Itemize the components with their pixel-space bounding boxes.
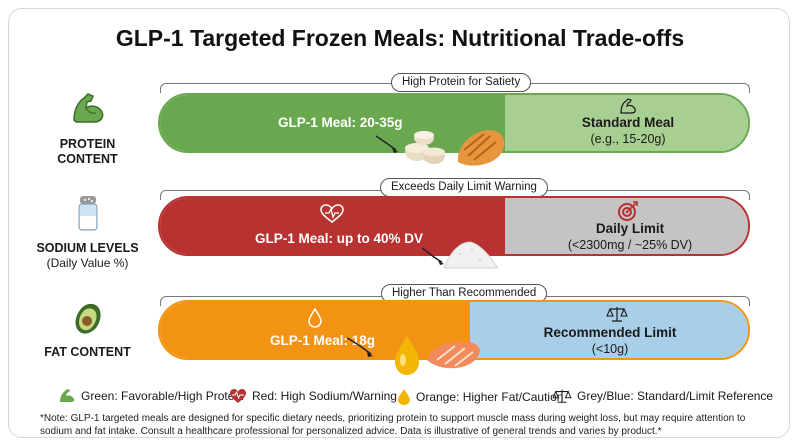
- daily-limit-text: Daily Limit (<2300mg / ~25% DV): [545, 220, 715, 253]
- legend-label: Red: High Sodium/Warning: [252, 389, 397, 403]
- standard-meal-title: Standard Meal: [581, 115, 675, 130]
- glp1-value: GLP-1 Meal: up to 40% DV: [255, 231, 424, 246]
- standard-meal-text: Standard Meal (e.g., 15-20g): [548, 114, 708, 147]
- heart-pulse-icon: [320, 204, 344, 229]
- legend-item: Red: High Sodium/Warning: [229, 388, 397, 404]
- legend-item: Grey/Blue: Standard/Limit Reference: [552, 388, 773, 404]
- row-label-sodium: SODIUM LEVELS (Daily Value %): [25, 192, 150, 271]
- salt-shaker-icon: [25, 192, 150, 237]
- row-subtitle: (Daily Value %): [46, 256, 129, 270]
- glp1-segment: [160, 302, 470, 358]
- recommended-limit-text: Recommended Limit (<10g): [525, 324, 695, 357]
- row-label-protein: PROTEIN CONTENT: [25, 88, 150, 167]
- recommended-limit-sub: (<10g): [591, 342, 629, 356]
- row-title: PROTEIN CONTENT: [57, 137, 118, 166]
- callout-pill: Exceeds Daily Limit Warning: [380, 178, 548, 197]
- row-title: FAT CONTENT: [44, 345, 131, 359]
- glp1-value: GLP-1 Meal: 18g: [270, 333, 376, 348]
- avocado-icon: [25, 300, 150, 341]
- callout-pill: Higher Than Recommended: [381, 284, 548, 303]
- drop-outline-icon: [308, 307, 322, 333]
- daily-limit-title: Daily Limit: [595, 221, 665, 236]
- legend-item: Green: Favorable/High Protein: [58, 388, 244, 404]
- legend-label: Grey/Blue: Standard/Limit Reference: [577, 389, 774, 403]
- legend-item: Orange: Higher Fat/Caution: [397, 388, 563, 406]
- muscle-icon: [60, 389, 75, 402]
- page-title: GLP-1 Targeted Frozen Meals: Nutritional…: [115, 25, 685, 51]
- glp1-value: GLP-1 Meal: 20-35g: [278, 115, 403, 130]
- legend: Green: Favorable/High Protein Red: High …: [0, 388, 800, 406]
- flexed-arm-icon: [25, 88, 150, 133]
- legend-label: Green: Favorable/High Protein: [81, 389, 244, 403]
- glp1-segment: [160, 95, 505, 151]
- row-title: SODIUM LEVELS: [36, 241, 139, 255]
- recommended-limit-title: Recommended Limit: [543, 325, 677, 340]
- standard-segment: [505, 95, 748, 151]
- scale-icon: [552, 389, 572, 403]
- oil-drop-icon: [398, 389, 410, 405]
- target-icon: [617, 200, 639, 227]
- footnote: *Note: GLP-1 targeted meals are designed…: [40, 413, 746, 437]
- row-label-fat: FAT CONTENT: [25, 300, 150, 360]
- protein-food-illustration: [372, 122, 532, 177]
- legend-label: Orange: Higher Fat/Caution: [416, 390, 564, 404]
- oil-salmon-illustration: [345, 330, 495, 383]
- protein-bar: GLP-1 Meal: 20-35g Standard Meal (e.g., …: [158, 93, 750, 153]
- muscle-outline-icon: [618, 97, 638, 120]
- scale-outline-icon: [606, 305, 628, 328]
- callout-pill: High Protein for Satiety: [391, 73, 532, 92]
- daily-limit-sub: (<2300mg / ~25% DV): [567, 238, 693, 252]
- heart-warning-icon: [230, 389, 246, 403]
- standard-meal-sub: (e.g., 15-20g): [590, 132, 666, 146]
- salt-pile-illustration: [420, 232, 500, 277]
